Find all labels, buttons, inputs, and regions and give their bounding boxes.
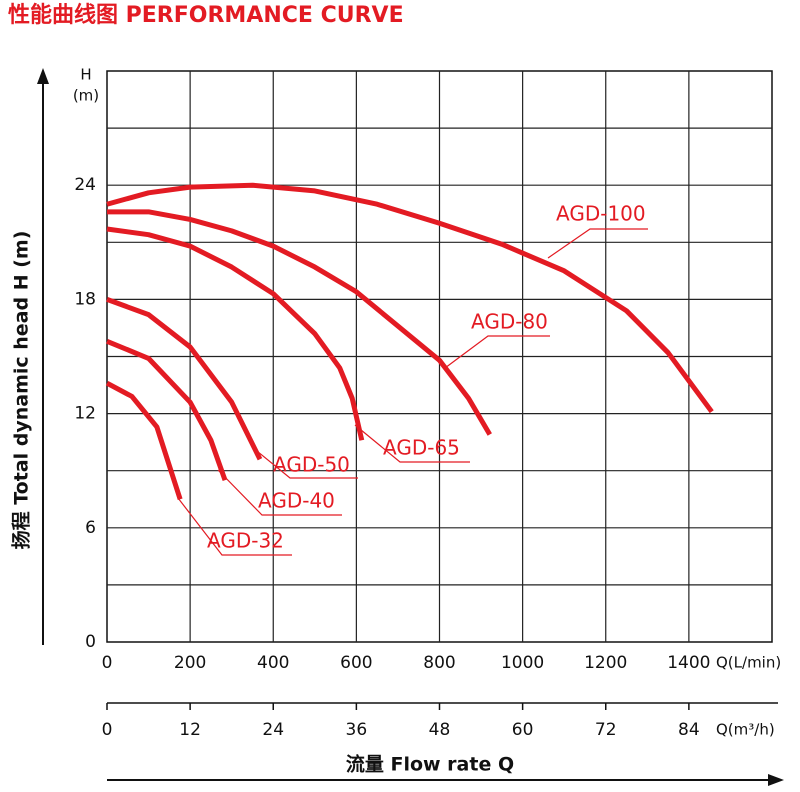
x2-unit: Q(m³/h): [716, 721, 775, 739]
x-tick-label: 200: [174, 653, 206, 673]
leader-line: [547, 228, 648, 259]
x2-tick-label: 0: [102, 720, 113, 740]
curve: [107, 209, 492, 436]
legend-label: AGD-50: [273, 453, 350, 477]
legend-label: AGD-100: [556, 202, 646, 226]
leader-line: [217, 469, 342, 516]
leader-line: [444, 335, 550, 369]
y-tick-label: 24: [74, 175, 96, 195]
leader-line: [251, 446, 358, 479]
x2-tick-label: 12: [179, 720, 201, 740]
legend-label: AGD-40: [258, 489, 335, 513]
x-tick-label: 800: [423, 653, 455, 673]
x-axis-label: 流量 Flow rate Q: [346, 753, 514, 776]
curve: [106, 226, 365, 441]
x2-tick-label: 24: [262, 720, 284, 740]
y-tick-label: 6: [85, 518, 96, 538]
x-unit: Q(L/min): [716, 654, 781, 672]
x-tick-label: 1400: [667, 653, 710, 673]
legend-label: AGD-80: [471, 310, 548, 334]
legend-label: AGD-32: [207, 529, 284, 553]
x2-tick-label: 60: [512, 720, 534, 740]
legend-label: AGD-65: [383, 436, 460, 460]
curve: [106, 182, 714, 414]
curve: [105, 380, 183, 501]
y-axis-label: 扬程 Total dynamic head H (m): [10, 231, 33, 550]
y-unit: H: [80, 66, 91, 84]
x2-tick-label: 48: [429, 720, 451, 740]
x-tick-label: 1000: [501, 653, 544, 673]
x-tick-label: 0: [102, 653, 113, 673]
y-arrow-head: [37, 68, 49, 84]
curve: [106, 338, 228, 482]
leader-line: [177, 497, 292, 556]
x-tick-label: 1200: [584, 653, 627, 673]
x2-tick-label: 72: [595, 720, 617, 740]
chart-title: 性能曲线图 PERFORMANCE CURVE: [8, 2, 404, 28]
x-tick-label: 400: [257, 653, 289, 673]
leader-line: [354, 424, 470, 463]
x-arrow-head: [768, 774, 784, 786]
x2-tick-label: 36: [346, 720, 368, 740]
x2-tick-label: 84: [678, 720, 700, 740]
curve: [106, 297, 263, 461]
y-tick-label: 12: [74, 404, 96, 424]
y-tick-label: 18: [74, 289, 96, 309]
y-unit: (m): [73, 87, 99, 105]
y-tick-label: 0: [85, 632, 96, 652]
x-tick-label: 600: [340, 653, 372, 673]
